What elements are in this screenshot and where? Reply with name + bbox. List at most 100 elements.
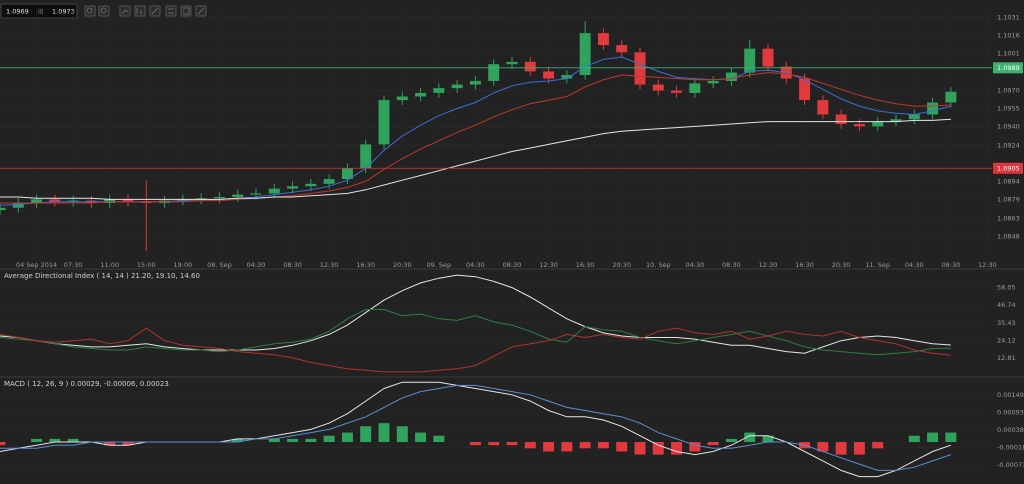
histogram-bar: [396, 426, 408, 443]
candle-body: [67, 200, 79, 202]
settings[interactable]: [165, 5, 177, 17]
histogram-bar: [543, 442, 555, 452]
chart-type[interactable]: [119, 5, 131, 17]
x-tick-label: 11:00: [100, 261, 119, 269]
y-tick-label: 1.0848: [997, 232, 1020, 240]
histogram-bar: [945, 432, 957, 443]
histogram-bar: [561, 442, 573, 452]
histogram-bar: [506, 442, 518, 446]
histogram-bar: [597, 442, 609, 449]
panel-title: Average Directional Index ( 14, 14 ) 21.…: [4, 272, 200, 280]
y-tick-label: 1.0970: [997, 87, 1020, 95]
candle-body: [268, 188, 280, 194]
y-tick-label: 0.00093: [997, 409, 1024, 417]
series-line: [0, 309, 951, 356]
y-tick-label: 1.0924: [997, 142, 1020, 150]
candle-body: [469, 80, 481, 85]
x-tick-label: 20:30: [612, 261, 631, 269]
histogram-bar: [671, 442, 683, 455]
histogram-bar: [360, 426, 372, 443]
x-tick-label: 08:30: [283, 261, 302, 269]
x-tick-label: 08:30: [722, 261, 741, 269]
y-tick-label: 12.81: [997, 354, 1016, 362]
candle-body: [415, 92, 427, 97]
histogram-bar: [232, 438, 244, 443]
candle-body: [12, 202, 24, 208]
histogram-bar: [762, 435, 774, 443]
candle-body: [799, 78, 811, 101]
candle-body: [341, 168, 353, 180]
zoom-in[interactable]: [84, 5, 96, 17]
x-tick-label: 04:30: [685, 261, 704, 269]
candle-body: [49, 199, 61, 202]
y-tick-label: 1.0894: [997, 177, 1020, 185]
x-tick-label: 20:30: [832, 261, 851, 269]
histogram-bar: [488, 442, 500, 446]
price-box: [0, 3, 78, 19]
candle-body: [451, 84, 463, 89]
x-tick-label: 15:00: [137, 261, 156, 269]
candle-body: [360, 144, 372, 169]
x-tick-label: 11. Sep: [865, 261, 890, 269]
icon-glyphs: [121, 7, 205, 15]
x-tick-label: 16:30: [576, 261, 595, 269]
panel-title: MACD ( 12, 26, 9 ) 0.00029, -0.00006, 0.…: [4, 380, 169, 388]
separator: ⊞: [38, 8, 43, 16]
y-tick-label: 1.0940: [997, 122, 1020, 130]
histogram-bar: [908, 435, 920, 443]
candle-body: [762, 48, 774, 67]
y-tick-label: 0.00149: [997, 391, 1024, 399]
candle-body: [524, 61, 536, 72]
series-line: [0, 327, 951, 373]
series-line: [0, 118, 951, 200]
candle-body: [634, 52, 646, 85]
bid-price: 1.0969: [6, 8, 29, 16]
histogram-bar: [31, 438, 43, 443]
icon: [100, 7, 107, 14]
x-tick-label: 04:30: [905, 261, 924, 269]
y-tick-label: 24.12: [997, 336, 1016, 344]
candle-body: [250, 193, 262, 195]
candle-body: [140, 201, 152, 203]
histogram-bar: [122, 442, 134, 446]
histogram-bar: [744, 432, 756, 443]
candle-body: [689, 83, 701, 93]
candle-body: [725, 72, 737, 81]
level-label: 1.0905: [997, 164, 1020, 172]
x-tick-label: 16:30: [795, 261, 814, 269]
template[interactable]: [180, 5, 192, 17]
x-tick-label: 16:30: [356, 261, 375, 269]
x-tick-label: 08. Sep: [207, 261, 232, 269]
histogram-bar: [378, 423, 390, 443]
histogram-bar: [835, 442, 847, 455]
histogram-bar: [524, 442, 536, 449]
candle-body: [213, 196, 225, 199]
x-tick-label: 12:30: [978, 261, 997, 269]
series-line: [0, 384, 952, 471]
candle-body: [908, 114, 920, 120]
y-tick-label: 46.74: [997, 301, 1016, 309]
x-tick-label: 08:30: [941, 261, 960, 269]
histogram-bar: [415, 432, 427, 443]
x-tick-label: 08:30: [503, 261, 522, 269]
candle-body: [543, 71, 555, 79]
x-tick-label: 12:30: [320, 261, 339, 269]
x-tick-label: 04:30: [466, 261, 485, 269]
candle-body: [305, 183, 317, 187]
zoom-out[interactable]: [98, 5, 110, 17]
histogram-bar: [433, 435, 445, 443]
histogram-bar: [634, 442, 646, 455]
candle-body: [506, 61, 518, 65]
histogram-bar: [689, 442, 701, 452]
ask-price: 1.0973: [52, 8, 75, 16]
y-tick-label: 1.1016: [997, 32, 1020, 40]
candle-body: [232, 194, 244, 197]
candle-body: [31, 199, 43, 203]
indicators[interactable]: [134, 5, 146, 17]
histogram-bar: [341, 432, 353, 443]
y-tick-label: 1.0955: [997, 104, 1020, 112]
candle-body: [433, 88, 445, 93]
y-tick-label: 35.43: [997, 319, 1016, 327]
